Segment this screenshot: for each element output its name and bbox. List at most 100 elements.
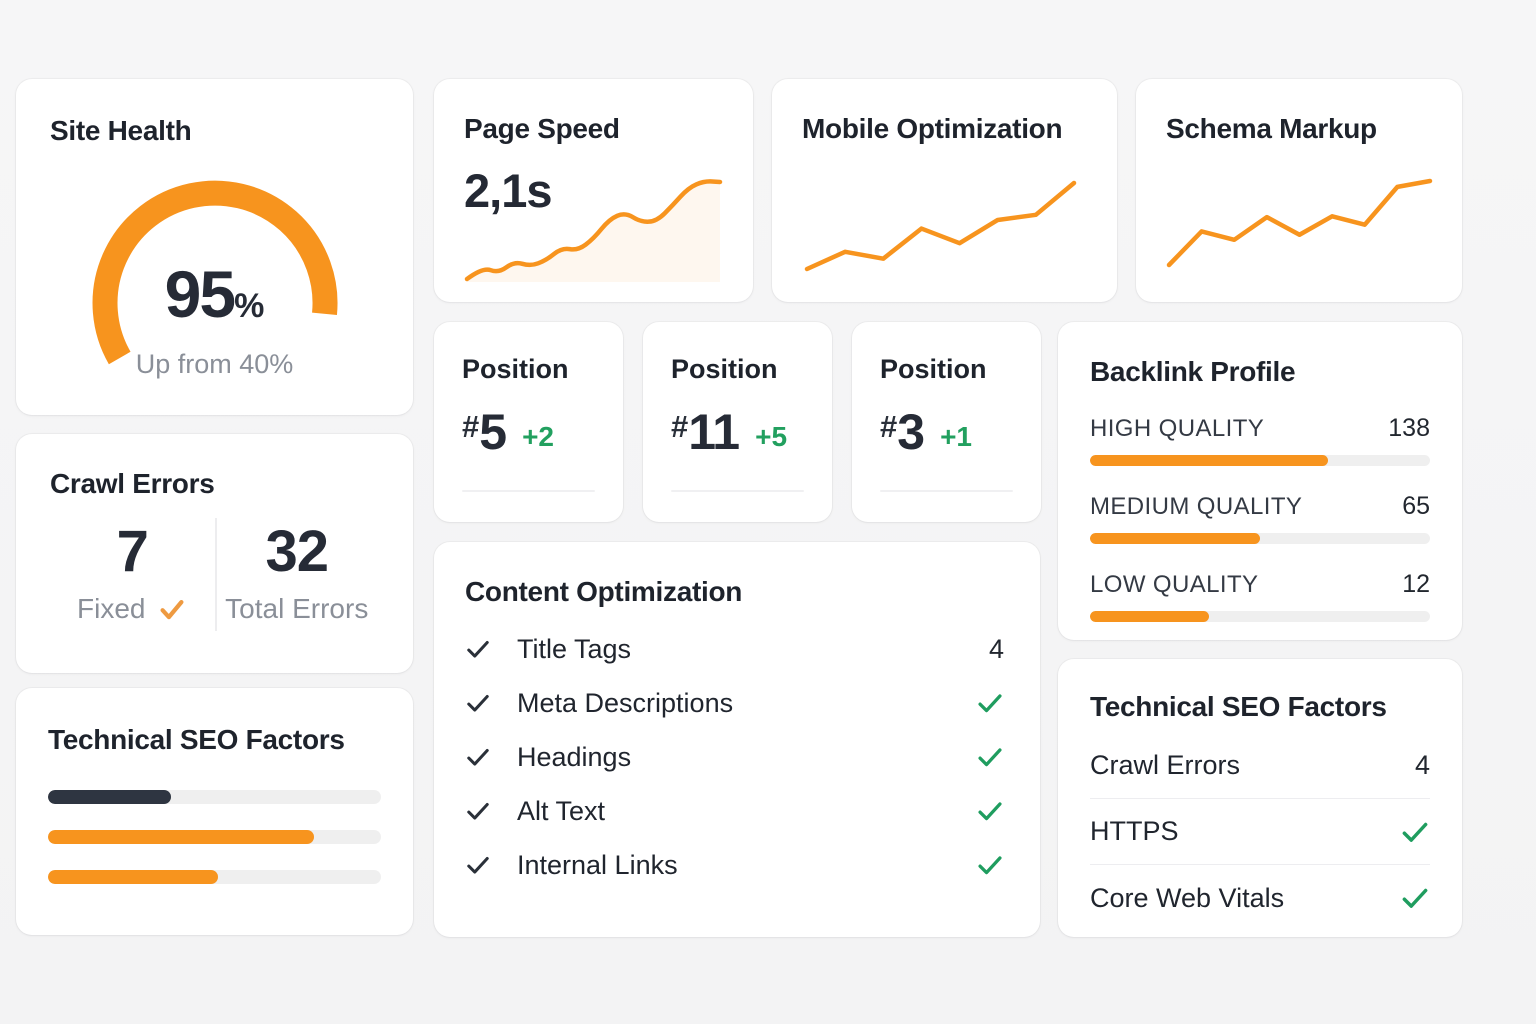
- position-title: Position: [462, 354, 569, 384]
- page-speed-value: 2,1s: [464, 164, 552, 217]
- crawl-errors-card: Crawl Errors 7 Fixed 32 Total Errors: [16, 434, 413, 673]
- site-health-card: Site Health 95% Up from 40%: [16, 79, 413, 415]
- progress-fill: [48, 830, 315, 844]
- site-health-value: 95%: [16, 256, 413, 332]
- content-optimization-title: Content Optimization: [465, 576, 743, 607]
- backlink-row-high: HIGH QUALITY 138: [1090, 414, 1430, 466]
- position-card-2: Position # 11 +5: [643, 322, 832, 522]
- backlink-row-low: LOW QUALITY 12: [1090, 570, 1430, 622]
- technical-seo-factors-title: Technical SEO Factors: [1090, 691, 1387, 722]
- site-health-percent: 95: [164, 257, 236, 331]
- mobile-optimization-card: Mobile Optimization: [772, 79, 1117, 302]
- check-passed-icon: [976, 743, 1004, 771]
- position-title: Position: [671, 354, 778, 384]
- site-health-percent-sign: %: [234, 287, 265, 325]
- schema-markup-sparkline: [1166, 178, 1433, 268]
- checklist-item-headings: Headings: [465, 730, 1004, 784]
- position-rank: 11: [688, 404, 740, 460]
- backlink-profile-title: Backlink Profile: [1090, 356, 1296, 387]
- hash-icon: #: [880, 409, 898, 444]
- fixed-label: Fixed: [77, 593, 146, 624]
- check-passed-icon: [1400, 817, 1430, 847]
- progress-track: [48, 830, 381, 844]
- checklist-value: 4: [988, 633, 1004, 664]
- checklist-label: Internal Links: [517, 849, 678, 880]
- checklist-label: Headings: [517, 741, 632, 772]
- fixed-count: 7: [116, 519, 149, 584]
- progress-fill: [1090, 533, 1260, 544]
- check-icon: [465, 744, 491, 770]
- checklist-label: Meta Descriptions: [517, 687, 734, 718]
- checklist-item-title-tags: Title Tags 4: [465, 622, 1004, 676]
- position-title: Position: [880, 354, 987, 384]
- position-delta-badge: +2: [522, 421, 554, 452]
- schema-markup-card: Schema Markup: [1136, 79, 1462, 302]
- factor-row-crawl-errors: Crawl Errors 4: [1090, 733, 1430, 799]
- progress-track: [1090, 455, 1430, 466]
- factor-label: Crawl Errors: [1090, 750, 1241, 780]
- site-health-title: Site Health: [50, 115, 192, 146]
- check-icon: [465, 798, 491, 824]
- factor-value: 4: [1414, 750, 1430, 780]
- position-delta-badge: +1: [940, 421, 972, 452]
- backlink-label: MEDIUM QUALITY: [1090, 493, 1303, 520]
- mobile-optimization-title: Mobile Optimization: [802, 113, 1063, 144]
- page-speed-sparkline: [464, 178, 723, 282]
- site-health-subtitle: Up from 40%: [135, 349, 294, 379]
- check-passed-icon: [976, 851, 1004, 879]
- position-rank: 5: [479, 404, 507, 460]
- technical-seo-factors-list-card: Technical SEO Factors Crawl Errors 4 HTT…: [1058, 659, 1462, 937]
- progress-track: [48, 870, 381, 884]
- progress-fill-dark: [48, 790, 172, 804]
- backlink-row-medium: MEDIUM QUALITY 65: [1090, 492, 1430, 544]
- progress-fill: [48, 870, 218, 884]
- divider: [214, 518, 217, 631]
- content-optimization-card: Content Optimization Title Tags 4 Meta D…: [434, 542, 1040, 937]
- checklist-item-internal-links: Internal Links: [465, 838, 1004, 892]
- position-card-3: Position # 3 +1: [852, 322, 1041, 522]
- position-delta-badge: +5: [755, 421, 788, 452]
- site-health-gauge-icon: [92, 180, 338, 365]
- check-icon: [160, 600, 184, 620]
- divider: [671, 490, 804, 492]
- total-errors-count: 32: [265, 519, 329, 584]
- backlink-value: 12: [1402, 570, 1430, 598]
- factor-label: HTTPS: [1090, 816, 1179, 846]
- check-passed-icon: [976, 797, 1004, 825]
- page-speed-card: Page Speed 2,1s: [434, 79, 753, 302]
- checklist-label: Title Tags: [517, 633, 632, 664]
- technical-seo-factors-bars-card: Technical SEO Factors: [16, 688, 413, 935]
- progress-track: [48, 790, 381, 804]
- hash-icon: #: [671, 409, 689, 444]
- backlink-profile-card: Backlink Profile HIGH QUALITY 138 MEDIUM…: [1058, 322, 1462, 640]
- schema-markup-title: Schema Markup: [1166, 113, 1377, 144]
- progress-fill: [1090, 611, 1209, 622]
- divider: [880, 490, 1013, 492]
- backlink-value: 138: [1388, 414, 1430, 442]
- check-icon: [465, 690, 491, 716]
- position-rank: 3: [897, 404, 925, 460]
- divider: [462, 490, 595, 492]
- progress-fill: [1090, 455, 1328, 466]
- crawl-errors-title: Crawl Errors: [50, 468, 215, 499]
- checklist-label: Alt Text: [517, 795, 606, 826]
- factor-row-core-web-vitals: Core Web Vitals: [1090, 865, 1430, 931]
- total-errors-label: Total Errors: [225, 593, 369, 624]
- factor-row-https: HTTPS: [1090, 799, 1430, 865]
- page-speed-title: Page Speed: [464, 113, 620, 144]
- position-card-1: Position # 5 +2: [434, 322, 623, 522]
- backlink-label: LOW QUALITY: [1090, 571, 1259, 598]
- crawl-fixed-stat: 7 Fixed: [50, 518, 215, 625]
- technical-seo-factors-title: Technical SEO Factors: [48, 724, 345, 755]
- checklist-item-meta-descriptions: Meta Descriptions: [465, 676, 1004, 730]
- check-icon: [465, 852, 491, 878]
- check-passed-icon: [1400, 883, 1430, 913]
- check-icon: [465, 636, 491, 662]
- backlink-label: HIGH QUALITY: [1090, 415, 1265, 442]
- check-passed-icon: [976, 689, 1004, 717]
- crawl-total-stat: 32 Total Errors: [215, 518, 380, 625]
- hash-icon: #: [462, 409, 480, 444]
- backlink-value: 65: [1402, 492, 1430, 520]
- mobile-optimization-sparkline: [804, 180, 1077, 272]
